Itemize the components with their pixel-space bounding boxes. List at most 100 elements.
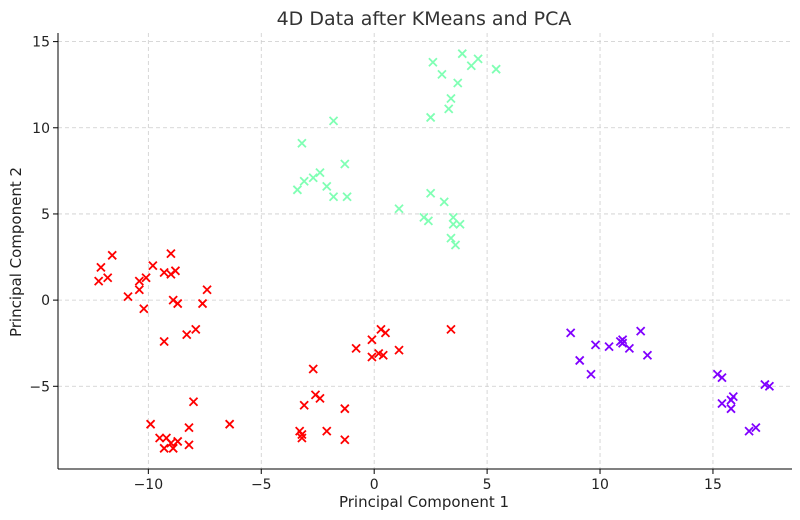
cluster-red-point <box>315 393 325 403</box>
cluster-green-point <box>453 78 463 88</box>
cluster-purple-point <box>636 326 646 336</box>
cluster-red-point <box>107 250 117 260</box>
x-tick-label: 5 <box>483 477 492 493</box>
marker-stroke <box>170 266 181 276</box>
cluster-purple-point <box>586 369 596 379</box>
marker-stroke <box>437 69 447 79</box>
cluster-red-point <box>141 273 151 283</box>
marker-stroke <box>728 391 738 402</box>
cluster-red-point <box>123 292 133 302</box>
y-tick-label: 15 <box>32 35 50 51</box>
marker-stroke <box>166 248 176 259</box>
marker-stroke <box>184 423 194 433</box>
cluster-purple-point <box>566 328 576 338</box>
cluster-green-point <box>450 240 461 250</box>
cluster-red-point <box>340 435 350 445</box>
marker-stroke <box>378 350 388 360</box>
cluster-green-point <box>491 64 501 74</box>
cluster-green-point <box>292 185 303 195</box>
marker-stroke <box>457 49 467 59</box>
cluster-red-point <box>168 443 178 453</box>
marker-stroke <box>394 204 404 214</box>
cluster-green-point <box>439 197 449 207</box>
cluster-red-point <box>340 404 350 414</box>
cluster-red-point <box>103 273 113 283</box>
marker-stroke <box>351 343 361 354</box>
cluster-purple-point <box>728 391 738 402</box>
cluster-green-point <box>444 104 454 114</box>
cluster-red-point <box>145 419 156 429</box>
cluster-green-point <box>322 181 332 192</box>
cluster-green-point <box>308 173 318 183</box>
marker-stroke <box>450 240 461 250</box>
marker-stroke <box>374 348 384 359</box>
cluster-red-point <box>394 345 404 355</box>
cluster-red-point <box>351 343 361 354</box>
marker-stroke <box>168 443 178 453</box>
marker-stroke <box>202 285 212 295</box>
marker-stroke <box>173 298 183 309</box>
marker-stroke <box>448 219 458 229</box>
x-tick-label: 10 <box>591 477 609 493</box>
cluster-green-point <box>437 69 447 79</box>
marker-stroke <box>159 267 169 278</box>
chart-title: 4D Data after KMeans and PCA <box>277 8 572 30</box>
cluster-red-point <box>197 298 208 309</box>
marker-stroke <box>717 373 727 383</box>
cluster-green-point <box>446 233 456 243</box>
cluster-purple-point <box>604 342 614 352</box>
cluster-purple-point <box>726 404 736 414</box>
marker-stroke <box>446 233 456 243</box>
marker-stroke <box>166 438 176 448</box>
marker-stroke <box>446 93 456 104</box>
marker-stroke <box>455 219 465 229</box>
y-tick-label: 10 <box>32 121 50 137</box>
marker-stroke <box>139 304 149 314</box>
marker-stroke <box>225 419 235 429</box>
marker-stroke <box>473 54 483 64</box>
marker-stroke <box>292 185 303 195</box>
cluster-red-point <box>378 350 388 360</box>
cluster-red-point <box>170 266 181 276</box>
cluster-green-point <box>473 54 483 64</box>
marker-stroke <box>188 397 199 407</box>
y-tick-label: 5 <box>41 207 50 223</box>
marker-stroke <box>94 276 104 286</box>
cluster-red-point <box>202 285 212 295</box>
marker-stroke <box>322 181 332 192</box>
cluster-green-point <box>466 61 476 71</box>
marker-stroke <box>426 112 436 123</box>
x-tick-label: 15 <box>704 477 722 493</box>
cluster-red-point <box>322 426 332 436</box>
marker-stroke <box>642 350 653 360</box>
cluster-purple-point <box>744 426 754 436</box>
marker-stroke <box>453 78 463 88</box>
marker-stroke <box>340 404 350 414</box>
marker-stroke <box>107 250 117 260</box>
cluster-red-point <box>148 261 158 271</box>
marker-stroke <box>197 298 208 309</box>
marker-stroke <box>340 159 350 169</box>
cluster-red-point <box>96 262 106 273</box>
marker-stroke <box>617 338 628 348</box>
cluster-purple-point <box>590 340 601 350</box>
marker-stroke <box>726 404 736 414</box>
marker-stroke <box>148 261 158 271</box>
cluster-green-point <box>455 219 465 229</box>
cluster-red-point <box>182 329 192 340</box>
marker-stroke <box>439 197 449 207</box>
cluster-red-point <box>134 276 144 286</box>
marker-stroke <box>566 328 576 338</box>
marker-stroke <box>173 436 183 447</box>
marker-stroke <box>328 192 339 202</box>
x-axis-label: Principal Component 1 <box>339 493 509 511</box>
marker-stroke <box>297 138 307 148</box>
marker-stroke <box>590 340 601 350</box>
x-tick-label: −10 <box>134 477 164 493</box>
cluster-purple-point <box>717 398 727 409</box>
cluster-red-point <box>297 433 307 443</box>
x-tick-label: −5 <box>251 477 272 493</box>
cluster-red-point <box>225 419 235 429</box>
cluster-green-point <box>328 116 339 126</box>
marker-stroke <box>96 262 106 273</box>
